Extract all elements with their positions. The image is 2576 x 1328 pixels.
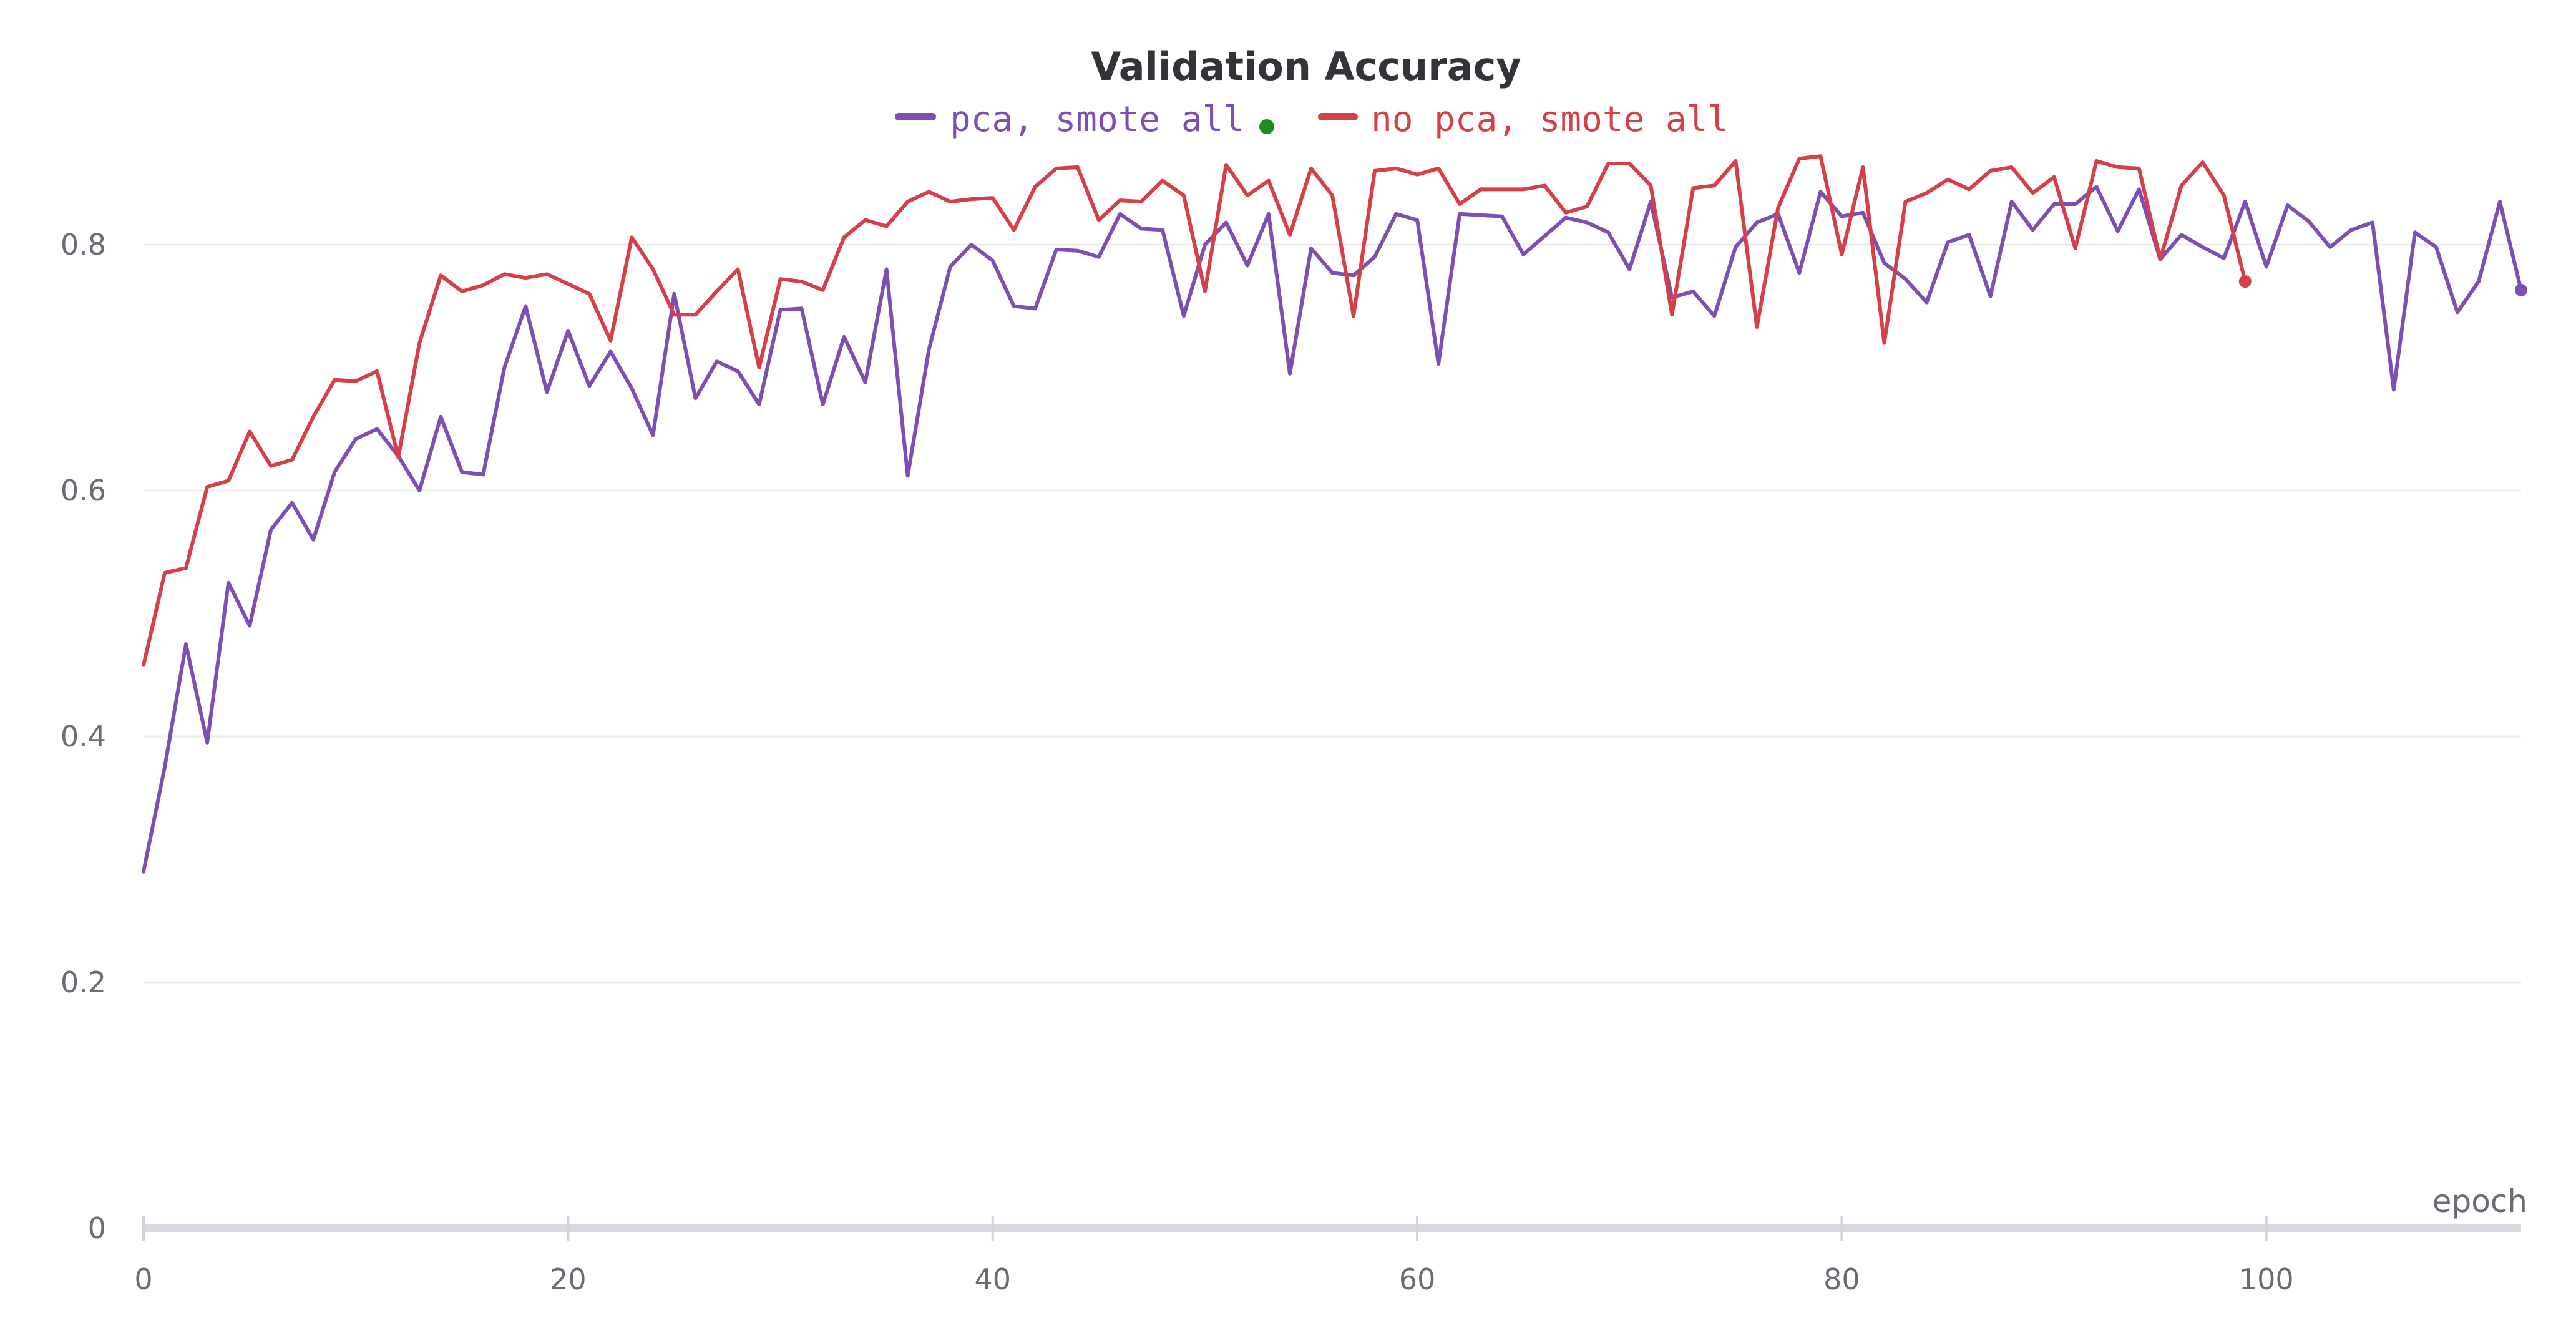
gridlines [144,243,2521,984]
y-tick-label: 0 [88,1211,106,1245]
x-axis-title: epoch [2432,1183,2527,1219]
legend-label-pca[interactable]: pca, smote all [950,99,1244,140]
series-line-1[interactable] [142,185,2523,874]
axes: 0 0.2 0.4 0.6 0.8 0 20 40 60 80 100 [61,228,2521,1296]
y-tick-label: 0.6 [61,474,106,507]
series-line-2[interactable] [142,154,2247,667]
x-tick-label: 100 [2239,1262,2294,1296]
x-tick-label: 60 [1399,1262,1436,1296]
x-tick-label: 20 [550,1262,587,1296]
legend-label-no-pca[interactable]: no pca, smote all [1371,99,1729,140]
y-tick-label: 0.2 [61,965,106,999]
x-tick-label: 80 [1823,1262,1860,1296]
y-tick-label: 0.4 [61,720,106,753]
run-status-dot [1259,119,1274,134]
x-tick-label: 0 [134,1262,152,1296]
series-end-marker-2 [2238,275,2252,288]
chart-title: Validation Accuracy [1091,44,1521,89]
x-tick-label: 40 [974,1262,1011,1296]
y-tick-label: 0.8 [61,228,106,261]
legend[interactable]: pca, smote all no pca, smote all [895,99,1729,140]
series-end-marker-1 [2515,283,2527,296]
series-lines [142,154,2527,874]
